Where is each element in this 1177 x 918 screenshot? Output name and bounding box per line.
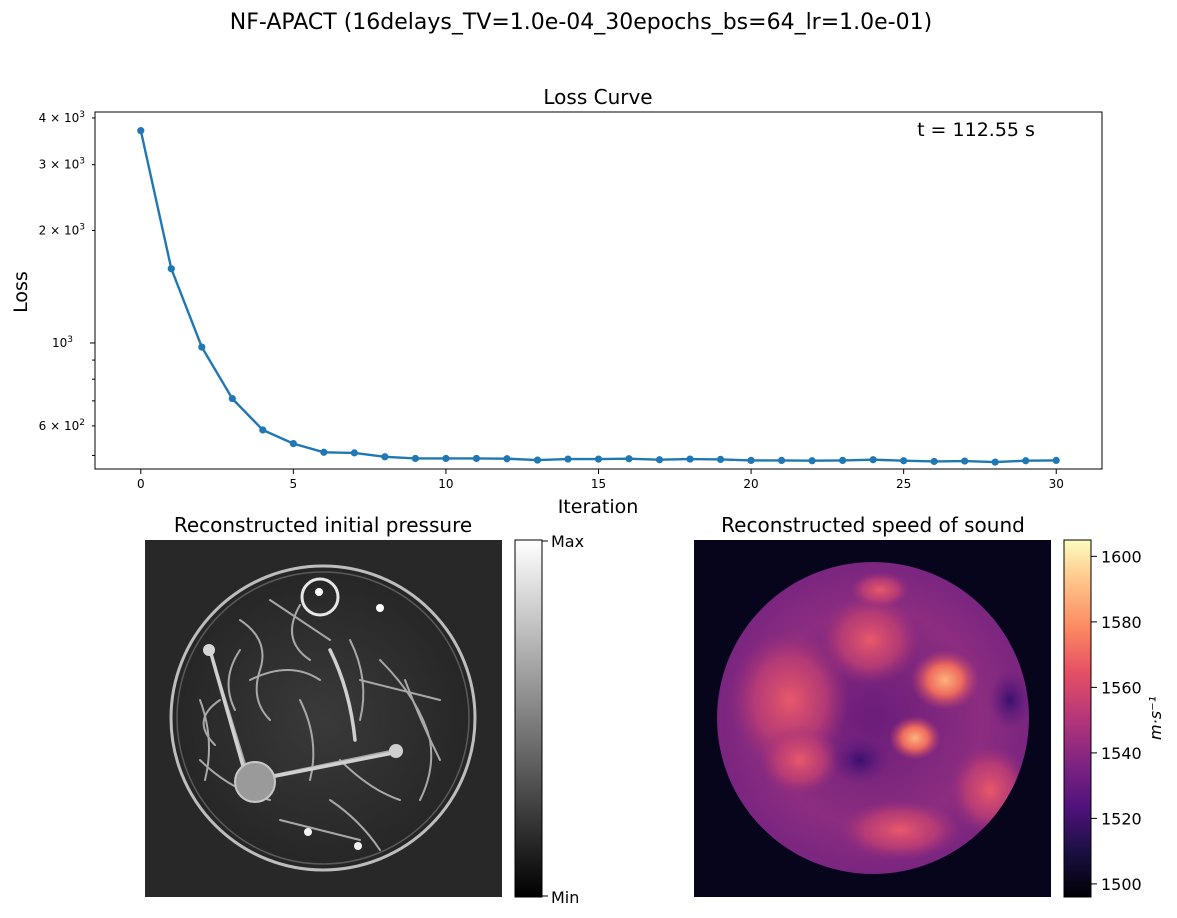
loss-point	[259, 426, 267, 434]
loss-point	[137, 127, 145, 135]
loss-point	[1052, 456, 1060, 465]
sos-colorbar-tick-label: 1520	[1101, 809, 1142, 828]
loss-y-tick-base: 6 × 10	[39, 419, 80, 433]
loss-point	[228, 394, 236, 403]
loss-point	[503, 455, 511, 463]
loss-series-line	[139, 130, 1057, 464]
loss-point	[900, 457, 908, 465]
loss-point	[167, 265, 175, 273]
loss-x-label: Iteration	[558, 496, 639, 518]
loss-plot-area	[94, 111, 1103, 470]
loss-x-tick-label: 15	[591, 477, 606, 491]
loss-x-tick-label: 10	[438, 477, 453, 491]
loss-point	[808, 457, 816, 465]
pressure-image	[145, 540, 502, 897]
sos-colorbar-tick-label: 1560	[1101, 678, 1142, 697]
sos-colorbar: 1500 1520 1540 1560 1580 1600 m·s⁻¹	[1063, 539, 1165, 898]
loss-series-markers	[137, 127, 1060, 466]
loss-point	[747, 456, 755, 465]
loss-point	[1022, 457, 1030, 465]
pressure-colorbar-min: Min	[551, 888, 579, 907]
loss-y-tick-base: 4 × 10	[39, 111, 80, 125]
loss-point	[289, 439, 297, 448]
loss-point	[533, 456, 542, 464]
loss-time-annotation: t = 112.55 s	[917, 119, 1035, 141]
sos-colorbar-tick-label: 1540	[1101, 744, 1142, 763]
pressure-panel: Reconstructed initial pressure	[145, 513, 584, 907]
loss-point	[655, 456, 664, 464]
sos-title: Reconstructed speed of sound	[721, 513, 1025, 537]
loss-x-tick-label: 20	[743, 477, 758, 491]
loss-point	[930, 457, 938, 466]
pressure-title: Reconstructed initial pressure	[174, 513, 472, 537]
loss-y-tick-label: 6 × 102	[39, 418, 85, 433]
pressure-colorbar: Max Min	[514, 532, 584, 907]
pressure-colorbar-max: Max	[551, 532, 584, 551]
loss-y-tick-exp: 2	[79, 418, 85, 428]
sos-panel: Reconstructed speed of sound 1500 1520 154…	[694, 513, 1165, 898]
sos-colorbar-tick-label: 1580	[1101, 613, 1142, 632]
loss-point	[961, 457, 969, 465]
loss-y-tick-label: 4 × 103	[39, 110, 85, 125]
loss-point	[991, 458, 999, 466]
loss-point	[777, 456, 786, 465]
loss-point	[869, 456, 877, 464]
sos-colorbar-tick-label: 1600	[1101, 547, 1142, 566]
loss-point	[716, 455, 725, 464]
loss-point	[625, 455, 633, 463]
loss-y-tick-base: 3 × 10	[39, 158, 80, 172]
loss-point	[411, 454, 420, 463]
loss-point	[198, 343, 206, 351]
loss-y-label: Loss	[10, 271, 32, 313]
sos-colorbar-label: m·s⁻¹	[1146, 696, 1165, 740]
loss-y-tick-exp: 3	[79, 222, 85, 232]
loss-point	[472, 454, 481, 463]
loss-x-tick-label: 0	[137, 477, 145, 491]
sos-image	[694, 540, 1051, 897]
sos-colorbar-ticks: 1500 1520 1540 1560 1580 1600	[1091, 547, 1142, 894]
loss-point	[564, 455, 572, 463]
loss-y-tick-exp: 3	[79, 157, 85, 167]
loss-y-tick-label: 103	[52, 335, 73, 350]
loss-chart-title: Loss Curve	[543, 85, 652, 109]
loss-y-tick-base: 2 × 10	[39, 223, 80, 237]
loss-point	[350, 449, 358, 457]
loss-x-axis: 0 5 10 15 20 25 30	[137, 469, 1064, 491]
loss-point	[320, 448, 328, 456]
figure-title: NF-APACT (16delays_TV=1.0e-04_30epochs_b…	[230, 10, 932, 35]
loss-x-tick-label: 25	[896, 477, 911, 491]
loss-point	[594, 455, 603, 463]
loss-y-tick-exp: 3	[67, 335, 73, 345]
loss-y-tick-label: 3 × 103	[39, 157, 85, 172]
loss-y-tick-base: 10	[52, 336, 67, 350]
loss-point	[442, 454, 450, 463]
loss-point	[839, 456, 847, 465]
sos-colorbar-tick-label: 1500	[1101, 875, 1142, 894]
loss-x-tick-label: 5	[290, 477, 298, 491]
loss-point	[381, 453, 389, 461]
loss-x-tick-label: 30	[1049, 477, 1064, 491]
loss-point	[686, 455, 694, 463]
loss-y-tick-exp: 3	[79, 110, 85, 120]
loss-y-tick-label: 2 × 103	[39, 222, 85, 237]
